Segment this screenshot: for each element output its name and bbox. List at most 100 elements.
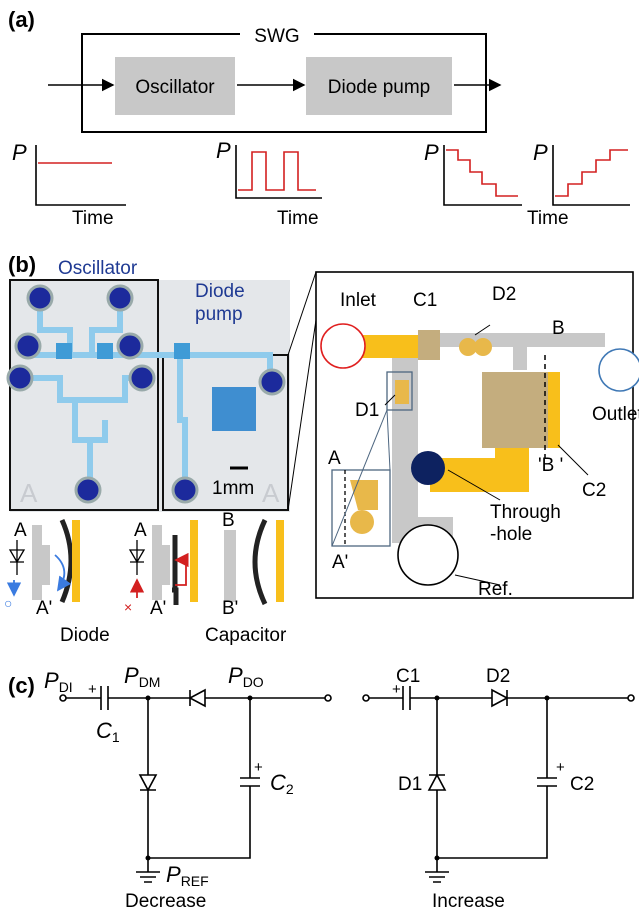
subscript: DI xyxy=(59,679,73,695)
symbol: C xyxy=(270,770,286,795)
layout-label: A' xyxy=(332,552,348,573)
subscript: REF xyxy=(181,873,209,889)
subscript: DM xyxy=(139,674,161,690)
layout-label: B xyxy=(552,318,565,339)
wire xyxy=(429,698,557,858)
component-label: D1 xyxy=(398,774,422,795)
yellow-layer xyxy=(72,520,80,602)
port xyxy=(173,478,197,502)
y-axis-label: P xyxy=(216,138,231,163)
layout-label: C2 xyxy=(582,480,606,501)
electrode xyxy=(152,525,170,600)
figure: (a) SWG Oscillator Diode pump P Time P T… xyxy=(0,0,639,913)
port xyxy=(108,286,132,310)
layout-frame xyxy=(316,272,633,598)
through-hole xyxy=(411,451,445,485)
layout-label: D2 xyxy=(492,284,516,305)
x-axis-label: Time xyxy=(72,208,114,229)
reverse-mark: × xyxy=(124,599,132,615)
port xyxy=(118,334,142,358)
section-label: B xyxy=(222,510,235,531)
photo-label: pump xyxy=(195,304,243,325)
section-label: A xyxy=(14,520,27,541)
ground xyxy=(425,858,449,882)
component-label: D2 xyxy=(486,666,510,687)
caption: Diode xyxy=(60,625,110,646)
polarity: + xyxy=(88,681,97,698)
watermark: A xyxy=(20,478,38,508)
block-label: Oscillator xyxy=(135,77,215,98)
panel-label: (c) xyxy=(8,673,35,698)
power-trace xyxy=(555,150,628,196)
layout-label: C1 xyxy=(413,290,437,311)
caption: Capacitor xyxy=(205,625,287,646)
port xyxy=(8,366,32,390)
zoom-line xyxy=(288,272,316,355)
electrode xyxy=(224,530,236,602)
symbol: P xyxy=(44,668,59,693)
cross-sections xyxy=(10,520,284,605)
terminal xyxy=(363,695,369,701)
outlet-port xyxy=(599,349,639,391)
zoom-line xyxy=(288,320,316,510)
node-label: PREF xyxy=(166,862,209,889)
caption: Decrease xyxy=(125,891,206,912)
subscript: 2 xyxy=(286,781,294,797)
symbol: P xyxy=(166,862,181,887)
pad xyxy=(56,343,72,359)
node xyxy=(545,696,550,701)
layout-label: Ref. xyxy=(478,579,513,600)
scale-label: 1mm xyxy=(212,478,254,499)
y-axis-label: P xyxy=(533,140,548,165)
ground xyxy=(136,858,160,882)
terminal xyxy=(325,695,331,701)
port xyxy=(260,370,284,394)
power-trace xyxy=(446,150,518,196)
diode-symbol xyxy=(130,540,144,575)
subscript: DO xyxy=(243,674,264,690)
polarity: + xyxy=(254,759,263,776)
wire xyxy=(66,686,190,710)
panel-label: (a) xyxy=(8,7,35,32)
pad xyxy=(97,343,113,359)
caption: Increase xyxy=(432,891,505,912)
node xyxy=(146,856,151,861)
y-axis-label: P xyxy=(424,140,439,165)
power-trace xyxy=(238,152,316,190)
wire xyxy=(369,686,492,710)
symbol: C xyxy=(96,718,112,743)
port xyxy=(28,286,52,310)
section-label: A xyxy=(134,520,147,541)
photo-label: Oscillator xyxy=(58,258,138,279)
wire xyxy=(140,698,260,858)
block-title: SWG xyxy=(254,26,299,47)
node xyxy=(435,856,440,861)
membrane xyxy=(172,535,176,605)
symbol: P xyxy=(124,663,139,688)
inlet-port xyxy=(321,324,365,368)
node-label: PDO xyxy=(228,663,264,690)
subscript: 1 xyxy=(112,729,120,745)
component-label: C2 xyxy=(270,770,294,797)
watermark: A xyxy=(262,478,280,508)
layout-label: Outlet xyxy=(592,404,639,425)
block-label: Diode pump xyxy=(328,77,430,98)
symbol: P xyxy=(228,663,243,688)
c1-pad xyxy=(418,330,440,360)
node-label: PDI xyxy=(44,668,73,695)
d2-pad xyxy=(474,338,492,356)
terminal xyxy=(60,695,66,701)
terminal xyxy=(628,695,634,701)
port xyxy=(130,366,154,390)
membrane xyxy=(255,520,265,604)
component-label: C2 xyxy=(570,774,594,795)
diode-symbol xyxy=(10,540,24,575)
membrane xyxy=(62,520,71,602)
layout-label: Through xyxy=(490,502,561,523)
component-label: C1 xyxy=(396,666,420,687)
yellow-layer xyxy=(276,520,284,602)
panel-label: (b) xyxy=(8,252,36,277)
photo-label: Diode xyxy=(195,281,245,302)
c2-bottom xyxy=(482,372,548,448)
node-label: PDM xyxy=(124,663,160,690)
